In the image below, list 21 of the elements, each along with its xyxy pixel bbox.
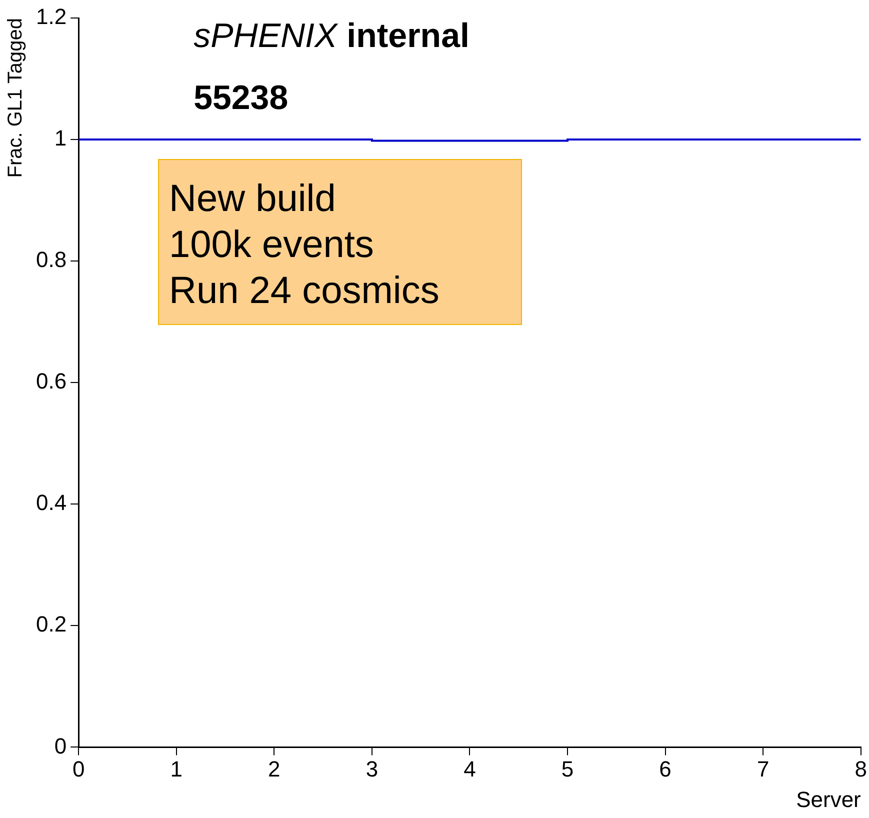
x-tick-label: 5 [561,756,574,782]
y-tick-label: 1 [54,126,67,151]
x-tick-label: 7 [756,756,770,782]
y-tick-label: 0.8 [36,247,67,272]
x-tick-label: 1 [170,756,182,782]
y-tick-label: 0 [54,733,67,758]
y-axis-title: Frac. GL1 Tagged [4,18,27,178]
annotation: New build 100k events Run 24 cosmics [158,159,522,325]
text: 55238 [194,79,288,117]
x-tick-label: 8 [854,756,868,782]
x-tick-label: 0 [72,756,85,782]
y-tick-label: 0.2 [36,612,67,637]
y-tick-label: 0.4 [36,490,67,516]
y-tick-label: 1.2 [36,4,67,30]
x-tick-label: 2 [268,756,280,782]
x-tick-label: 6 [659,756,672,782]
x-tick-label: 4 [464,756,476,782]
x-tick-label: 3 [366,756,378,782]
chart-title: sPHENIX internal [194,17,470,55]
x-axis-title: Server [796,786,861,812]
y-tick-label: 0.6 [36,368,67,394]
